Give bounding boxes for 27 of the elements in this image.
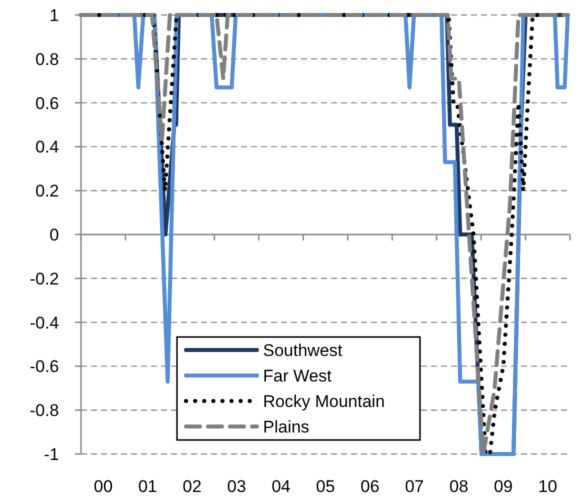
x-tick-label: 00: [94, 477, 113, 496]
y-tick-label: -0.6: [30, 357, 59, 376]
x-tick-label: 10: [538, 477, 558, 496]
x-tick-label: 01: [138, 477, 158, 496]
legend-label: Southwest: [263, 340, 343, 360]
y-tick-label: -1: [44, 444, 59, 464]
legend-label: Rocky Mountain: [263, 392, 385, 411]
y-tick-label: 0.4: [35, 138, 59, 157]
x-tick-label: 07: [404, 477, 424, 496]
x-tick-label: 09: [494, 477, 513, 496]
y-tick-label: 0.2: [35, 182, 59, 201]
y-tick-label: -0.2: [30, 269, 59, 288]
y-tick-label: -0.8: [30, 401, 59, 420]
y-tick-label: -0.4: [30, 313, 59, 332]
x-tick-label: 03: [227, 477, 246, 496]
legend-label: Far West: [263, 366, 332, 386]
x-tick-label: 05: [316, 477, 335, 496]
x-tick-label: 02: [182, 477, 202, 496]
x-tick-label: 04: [272, 477, 291, 496]
legend-label: Plains: [263, 417, 310, 436]
y-tick-label: 0: [50, 225, 59, 244]
y-tick-label: 0.6: [35, 94, 59, 113]
x-tick-label: 08: [449, 477, 468, 496]
y-tick-label: 0.8: [35, 50, 59, 69]
y-tick-label: 1: [50, 6, 59, 25]
x-tick-label: 06: [360, 477, 380, 496]
line-series: [79, 13, 570, 456]
